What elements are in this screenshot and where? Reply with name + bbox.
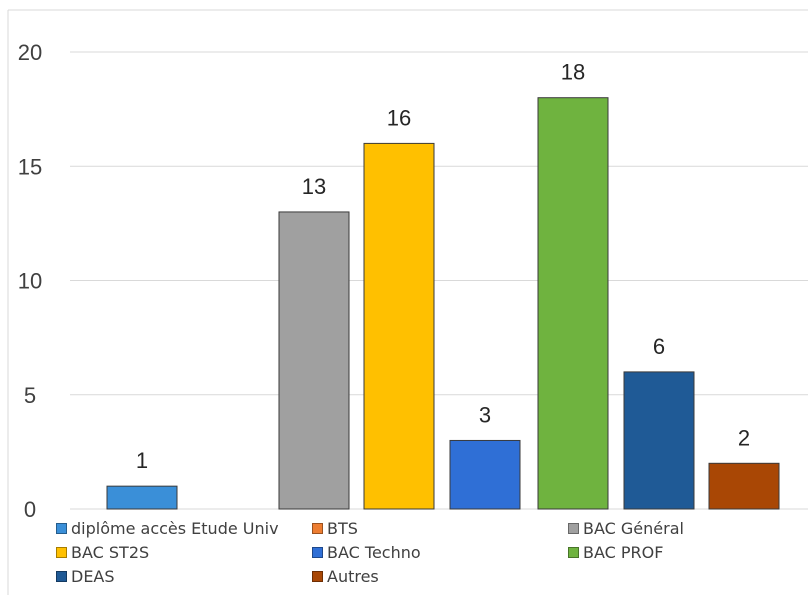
legend-label: BAC PROF [583, 543, 664, 562]
legend-label: Autres [327, 567, 379, 586]
legend-item: BTS [312, 519, 358, 538]
legend-label: BAC Général [583, 519, 684, 538]
bars [106, 97, 780, 510]
legend-item: BAC Général [568, 519, 684, 538]
legend-label: DEAS [71, 567, 115, 586]
legend-swatch [56, 523, 67, 534]
legend-swatch [56, 547, 67, 558]
legend-item: BAC Techno [312, 543, 421, 562]
y-axis-ticks: 0 5 10 15 20 [18, 40, 42, 522]
legend-label: BAC Techno [327, 543, 421, 562]
legend: diplôme accès Etude Univ BTS BAC Général BA… [56, 519, 808, 595]
bar-bac-techno [449, 439, 521, 510]
legend-swatch [312, 571, 323, 582]
legend-swatch [56, 571, 67, 582]
y-tick-label: 10 [18, 269, 42, 294]
y-tick-label: 0 [24, 497, 36, 522]
legend-item: diplôme accès Etude Univ [56, 519, 279, 538]
legend-swatch [312, 523, 323, 534]
y-tick-label: 15 [18, 154, 42, 179]
data-label: 13 [302, 174, 326, 199]
legend-item: Autres [312, 567, 379, 586]
legend-label: diplôme accès Etude Univ [71, 519, 279, 538]
legend-item: BAC ST2S [56, 543, 149, 562]
gridlines [7, 9, 808, 595]
data-label: 2 [738, 425, 750, 450]
legend-item: DEAS [56, 567, 115, 586]
y-tick-label: 5 [24, 383, 36, 408]
bar-deas [623, 371, 695, 510]
data-label: 18 [561, 60, 585, 85]
data-label: 3 [479, 402, 491, 427]
bar-dipl-me-acc-s-etude-univ [106, 485, 178, 510]
legend-label: BTS [327, 519, 358, 538]
data-label: 1 [136, 448, 148, 473]
y-tick-label: 20 [18, 40, 42, 65]
data-label: 6 [653, 334, 665, 359]
bar-bac-prof [537, 97, 609, 510]
legend-swatch [568, 523, 579, 534]
bar-bac-st2s [363, 142, 435, 510]
data-label: 16 [387, 105, 411, 130]
bar-bac-g-n-ral [278, 211, 350, 510]
data-labels: 1 13 16 3 18 6 2 [136, 60, 750, 473]
bar-autres [708, 462, 780, 510]
legend-swatch [568, 547, 579, 558]
legend-label: BAC ST2S [71, 543, 150, 562]
legend-item: BAC PROF [568, 543, 663, 562]
legend-swatch [312, 547, 323, 558]
